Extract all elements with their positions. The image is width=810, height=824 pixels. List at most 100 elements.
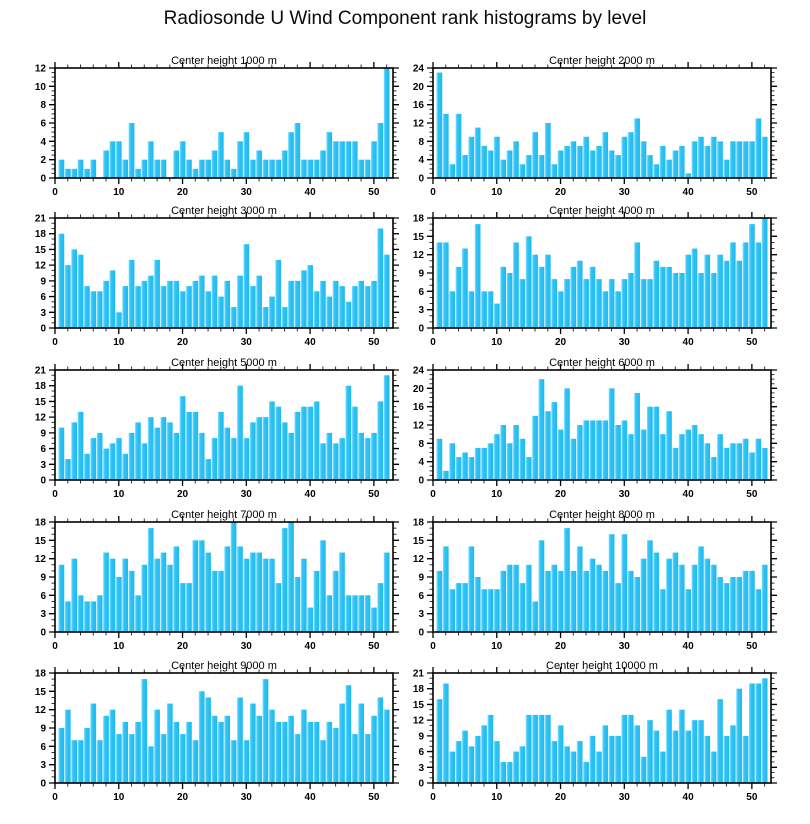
plot-frame	[54, 217, 394, 329]
major-ticks	[49, 62, 399, 184]
svg-text:15: 15	[413, 232, 425, 243]
svg-text:0: 0	[430, 187, 436, 198]
svg-text:50: 50	[746, 337, 758, 348]
major-ticks	[49, 364, 399, 486]
svg-text:20: 20	[177, 792, 189, 803]
major-ticks	[49, 516, 399, 638]
svg-text:18: 18	[35, 518, 47, 529]
svg-text:0: 0	[52, 792, 58, 803]
svg-text:9: 9	[418, 731, 424, 742]
minor-ticks	[51, 214, 397, 332]
histogram-panel-1: Center height 1000 m 0 2 4 6 8 10 12 0 10 20 30 40 50	[35, 55, 399, 198]
svg-text:4: 4	[418, 155, 424, 166]
svg-text:20: 20	[177, 187, 189, 198]
svg-text:0: 0	[418, 628, 424, 639]
minor-ticks	[51, 669, 397, 787]
svg-text:12: 12	[35, 554, 47, 565]
svg-text:20: 20	[555, 187, 567, 198]
panel-title: Center height 5000 m	[171, 357, 277, 369]
svg-text:9: 9	[418, 573, 424, 584]
svg-text:3: 3	[40, 308, 46, 319]
svg-text:16: 16	[413, 402, 425, 413]
svg-text:4: 4	[418, 457, 424, 468]
svg-text:0: 0	[430, 641, 436, 652]
svg-text:50: 50	[746, 187, 758, 198]
svg-text:18: 18	[413, 518, 425, 529]
svg-text:6: 6	[40, 591, 46, 602]
svg-text:20: 20	[555, 337, 567, 348]
svg-text:6: 6	[40, 742, 46, 753]
svg-text:10: 10	[113, 489, 125, 500]
major-ticks	[427, 212, 777, 334]
plot-frame	[54, 521, 394, 633]
svg-text:6: 6	[418, 591, 424, 602]
histogram-panel-3: Center height 3000 m 0 3 6 9 12 15 18 21 0 10 20 30 4…	[35, 205, 399, 348]
svg-text:0: 0	[40, 174, 46, 185]
histogram-panel-7: Center height 7000 m 0 3 6 9 12 15 18 0 10 20 30 40 5…	[35, 509, 399, 652]
svg-text:20: 20	[413, 82, 425, 93]
svg-text:10: 10	[491, 337, 503, 348]
plot-frame	[54, 369, 394, 481]
svg-text:20: 20	[177, 489, 189, 500]
major-ticks	[427, 667, 777, 789]
y-axis-labels: 0 3 6 9 12 15 18 21	[35, 366, 47, 487]
svg-text:9: 9	[40, 428, 46, 439]
svg-text:8: 8	[418, 439, 424, 450]
svg-text:12: 12	[413, 554, 425, 565]
svg-text:10: 10	[35, 82, 47, 93]
svg-text:10: 10	[113, 792, 125, 803]
bars	[58, 68, 390, 178]
svg-text:10: 10	[113, 641, 125, 652]
svg-text:0: 0	[40, 324, 46, 335]
svg-text:0: 0	[430, 792, 436, 803]
svg-text:3: 3	[418, 305, 424, 316]
svg-text:40: 40	[305, 489, 317, 500]
histogram-panel-8: Center height 8000 m 0 3 6 9 12 15 18 0 10 20 30 40 5…	[413, 509, 777, 652]
x-axis-labels: 0 10 20 30 40 50	[430, 337, 758, 348]
svg-text:0: 0	[418, 174, 424, 185]
svg-text:24: 24	[413, 366, 425, 377]
histogram-panel-10: Center height 10000 m 0 3 6 9 12 15 18 21 0 10 20 30…	[413, 660, 777, 803]
svg-text:12: 12	[413, 716, 425, 727]
svg-text:20: 20	[555, 641, 567, 652]
x-axis-labels: 0 10 20 30 40 50	[430, 489, 758, 500]
svg-text:18: 18	[413, 684, 425, 695]
x-axis-labels: 0 10 20 30 40 50	[430, 187, 758, 198]
bars	[436, 218, 768, 328]
plot-frame	[432, 67, 772, 179]
plot-frame	[54, 672, 394, 784]
svg-text:40: 40	[305, 337, 317, 348]
svg-text:15: 15	[35, 245, 47, 256]
svg-text:50: 50	[368, 792, 380, 803]
major-ticks	[427, 516, 777, 638]
bars	[436, 678, 768, 783]
plot-frame	[432, 217, 772, 329]
x-axis-labels: 0 10 20 30 40 50	[52, 641, 380, 652]
minor-ticks	[51, 518, 397, 636]
svg-text:9: 9	[40, 573, 46, 584]
bars	[58, 228, 390, 328]
svg-text:3: 3	[40, 609, 46, 620]
svg-text:30: 30	[241, 187, 253, 198]
svg-text:9: 9	[418, 269, 424, 280]
svg-text:0: 0	[40, 628, 46, 639]
svg-text:18: 18	[35, 381, 47, 392]
svg-text:3: 3	[40, 760, 46, 771]
panel-title: Center height 9000 m	[171, 660, 277, 672]
svg-text:0: 0	[52, 641, 58, 652]
svg-text:12: 12	[413, 250, 425, 261]
svg-text:10: 10	[491, 489, 503, 500]
svg-text:18: 18	[35, 229, 47, 240]
svg-text:12: 12	[35, 413, 47, 424]
svg-text:6: 6	[418, 287, 424, 298]
panel-title: Center height 2000 m	[549, 55, 655, 67]
major-ticks	[427, 62, 777, 184]
svg-text:10: 10	[491, 641, 503, 652]
histogram-panel-2: Center height 2000 m 0 4 8 12 16 20 24 0 10 20 30 40…	[413, 55, 777, 198]
svg-text:0: 0	[40, 779, 46, 790]
svg-text:30: 30	[619, 641, 631, 652]
panel-title: Center height 8000 m	[549, 509, 655, 521]
x-axis-labels: 0 10 20 30 40 50	[52, 792, 380, 803]
plot-frame	[432, 521, 772, 633]
